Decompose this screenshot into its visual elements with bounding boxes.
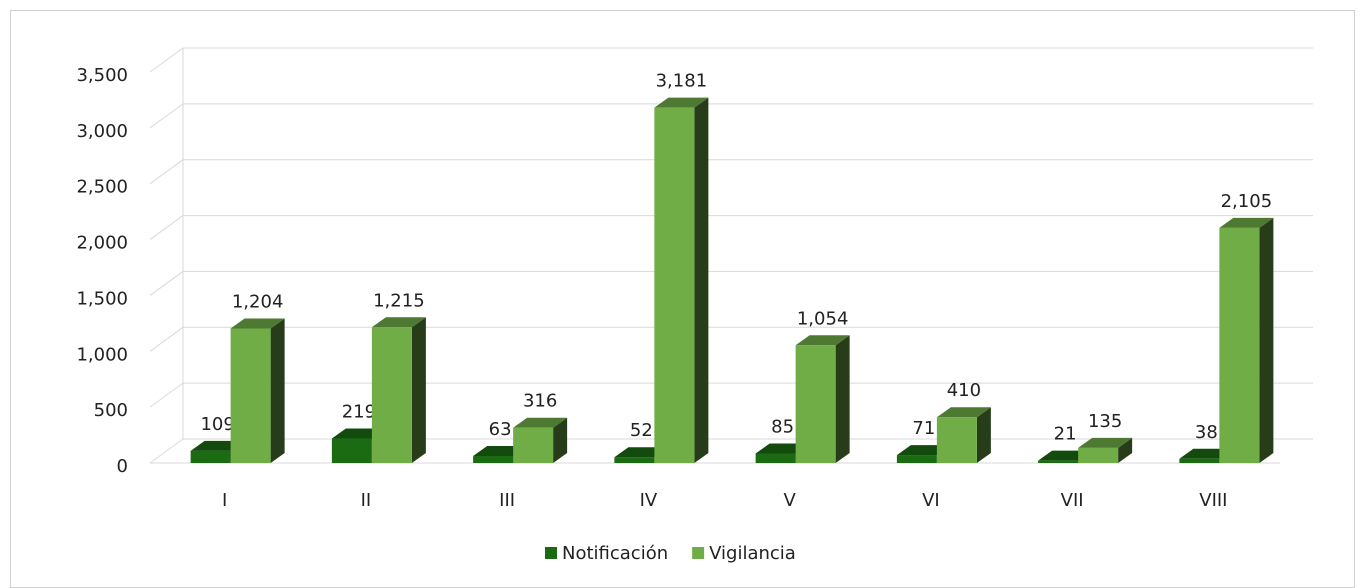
bar-front [614,457,655,463]
bar-front [1179,458,1220,463]
y-tick-label: 3,500 [76,65,128,86]
bar-front [755,453,796,463]
data-label: 63 [489,419,512,440]
bar-top [1078,437,1133,448]
bar-top [1219,217,1274,228]
data-label: 38 [1195,422,1218,443]
data-label: 52 [630,420,653,441]
bar-top [654,97,709,108]
x-tick-label: VII [1061,490,1084,511]
bar-side [411,317,426,463]
bar [795,335,850,463]
bar-front [513,427,554,463]
bar [513,417,568,463]
data-label: 135 [1088,411,1122,432]
bar-side [835,335,850,463]
bar-top [371,317,426,328]
x-tick-label: I [222,490,227,511]
bar-front [1038,460,1079,463]
bar-top [936,407,991,418]
data-label: 71 [912,418,935,439]
x-tick-label: II [361,490,372,511]
data-label: 1,054 [797,308,849,329]
bar-top [795,335,850,346]
bar-side [1259,217,1274,463]
x-tick-label: III [499,490,515,511]
grid-line-side [149,326,184,352]
data-label: 219 [342,402,376,423]
data-label: 3,181 [656,71,708,92]
legend-label: Notificación [562,543,668,564]
bar [936,407,991,463]
data-label: 85 [771,417,794,438]
bar [230,318,285,463]
grid-line-side [149,271,184,296]
grid-line-side [149,159,184,185]
grid-line-side [149,103,184,129]
y-tick-label: 1,500 [76,288,128,309]
y-tick-label: 3,000 [76,121,128,142]
bar-front [654,107,695,464]
bar-side [976,407,991,463]
legend-swatch [545,547,557,559]
bar [1078,437,1133,463]
grid-line-side [149,47,184,73]
x-tick-label: IV [640,490,658,511]
grid-line-side [149,382,184,408]
data-label: 1,204 [232,291,284,312]
data-label: 109 [200,414,234,435]
bar-side [1118,437,1133,463]
y-tick-label: 2,500 [76,177,128,198]
bar-side [694,97,709,464]
bar-front [473,455,514,463]
x-tick-label: VIII [1199,490,1227,511]
bar [371,317,426,463]
data-label: 316 [523,391,557,412]
x-tick-label: VI [922,490,940,511]
y-tick-label: 0 [117,456,128,477]
bar-side [270,318,285,463]
y-tick-label: 1,000 [76,344,128,365]
bar-front [190,450,231,463]
grid-line-side [149,215,184,240]
grid-line-side [149,438,184,464]
bar-front [795,345,836,463]
bar [1219,217,1274,463]
bar-front [230,328,271,463]
data-label: 1,215 [373,290,425,311]
bar-top [513,417,568,428]
legend-swatch [692,547,705,559]
bar-front [371,327,412,463]
bar-side [553,417,568,463]
bar-front [331,438,372,463]
bar-front [936,417,977,463]
bar-front [896,455,937,463]
legend-label: Vigilancia [709,543,796,564]
bar [654,97,709,464]
data-label: 21 [1054,424,1077,445]
y-tick-label: 2,000 [76,233,128,254]
data-label: 2,105 [1221,191,1273,212]
bar-top [230,318,285,329]
x-tick-label: V [783,490,796,511]
y-tick-label: 500 [94,400,128,421]
bar-front [1078,447,1119,463]
bar-front [1219,227,1260,463]
data-label: 410 [947,380,981,401]
